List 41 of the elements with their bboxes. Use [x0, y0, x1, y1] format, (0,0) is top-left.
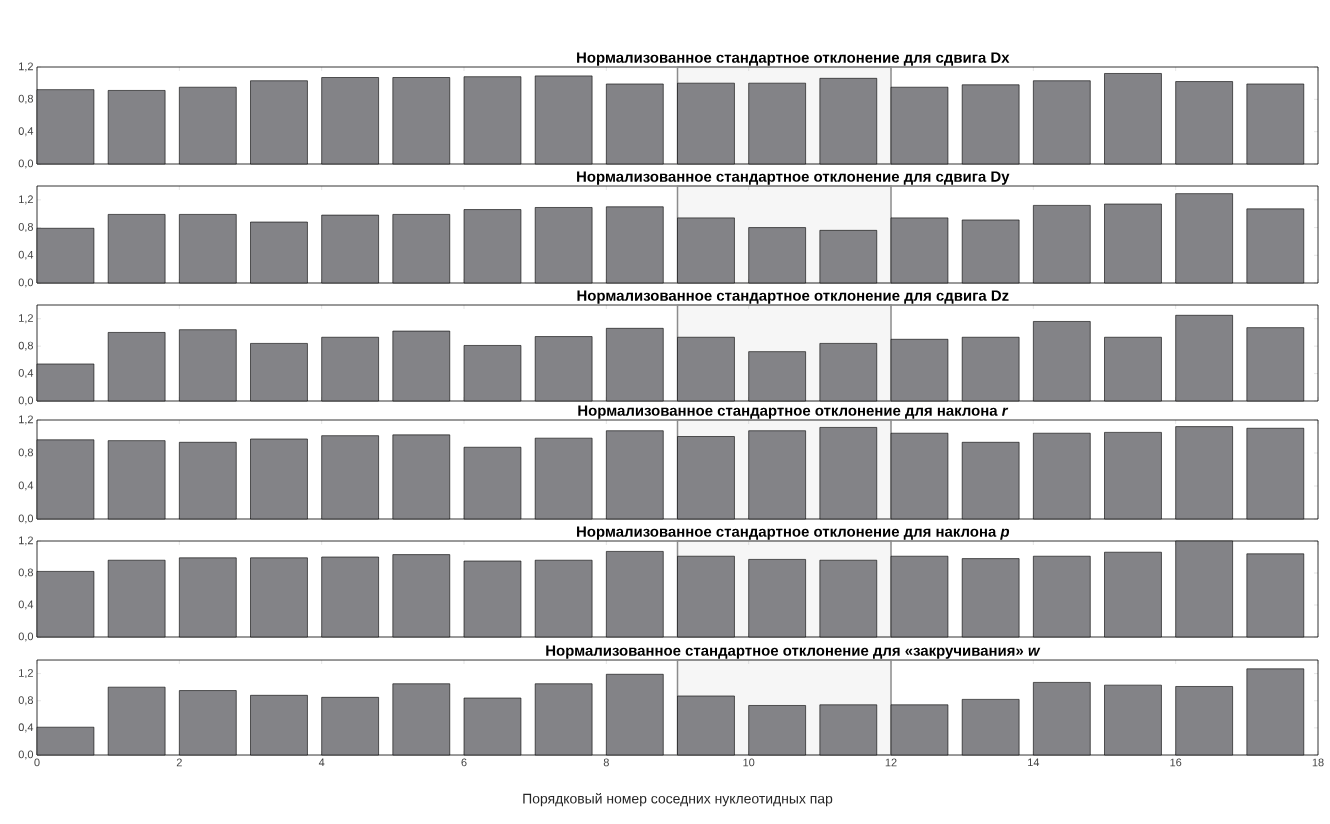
y-tick-label: 0,0 — [18, 159, 34, 169]
y-tick-label: 1,2 — [19, 415, 33, 425]
y-tick-label: 0,8 — [18, 448, 33, 458]
y-tick-label: 1,2 — [19, 195, 33, 205]
chart-title: Нормализованное стандартное отклонение для «закручивания» w — [546, 645, 1041, 659]
y-tick-label: 0,4 — [18, 127, 34, 137]
y-tick-label: 1,2 — [19, 314, 33, 324]
y-tick-label: 0,0 — [18, 278, 34, 288]
chart-title: Нормализованное стандартное отклонение для наклона p — [577, 526, 1010, 540]
x-tick-label: 4 — [318, 758, 325, 767]
x-tick-label: 14 — [1028, 758, 1040, 767]
y-tick-label: 0,4 — [18, 250, 34, 260]
y-tick-label: 0,0 — [18, 514, 34, 524]
chart-title: Нормализованное стандартное отклонение для сдвига Dz — [577, 290, 1009, 304]
x-tick-label: 8 — [603, 758, 609, 767]
chart-title: Нормализованное стандартное отклонение для сдвига Dy — [577, 171, 1010, 185]
y-tick-label: 0,4 — [18, 369, 34, 379]
y-tick-label: 1,2 — [19, 536, 33, 546]
y-tick-label: 0,4 — [18, 481, 34, 491]
x-tick-label: 2 — [176, 758, 182, 767]
y-tick-label: 0,4 — [18, 600, 34, 610]
x-axis-title: Порядковый номер соседних нуклеотидных пар — [523, 793, 833, 807]
y-tick-label: 0,8 — [18, 223, 33, 233]
chart-title: Нормализованное стандартное отклонение для наклона r — [578, 405, 1009, 419]
x-tick-label: 10 — [743, 758, 755, 767]
y-tick-label: 0,0 — [18, 396, 34, 406]
x-tick-label: 6 — [461, 758, 467, 767]
x-tick-label: 18 — [1312, 758, 1324, 767]
y-tick-label: 1,2 — [19, 669, 33, 679]
y-tick-label: 0,0 — [18, 632, 34, 642]
y-tick-label: 0,4 — [18, 723, 34, 733]
y-tick-label: 0,8 — [18, 341, 33, 351]
y-tick-label: 0,8 — [18, 94, 33, 104]
chart-title: Нормализованное стандартное отклонение для сдвига Dx — [577, 52, 1010, 66]
y-tick-label: 0,8 — [18, 568, 33, 578]
x-tick-label: 16 — [1170, 758, 1182, 767]
y-tick-label: 0,0 — [18, 750, 34, 760]
y-tick-label: 0,8 — [18, 696, 33, 706]
x-tick-label: 0 — [34, 758, 40, 767]
x-tick-label: 12 — [885, 758, 897, 767]
y-tick-label: 1,2 — [19, 62, 33, 72]
